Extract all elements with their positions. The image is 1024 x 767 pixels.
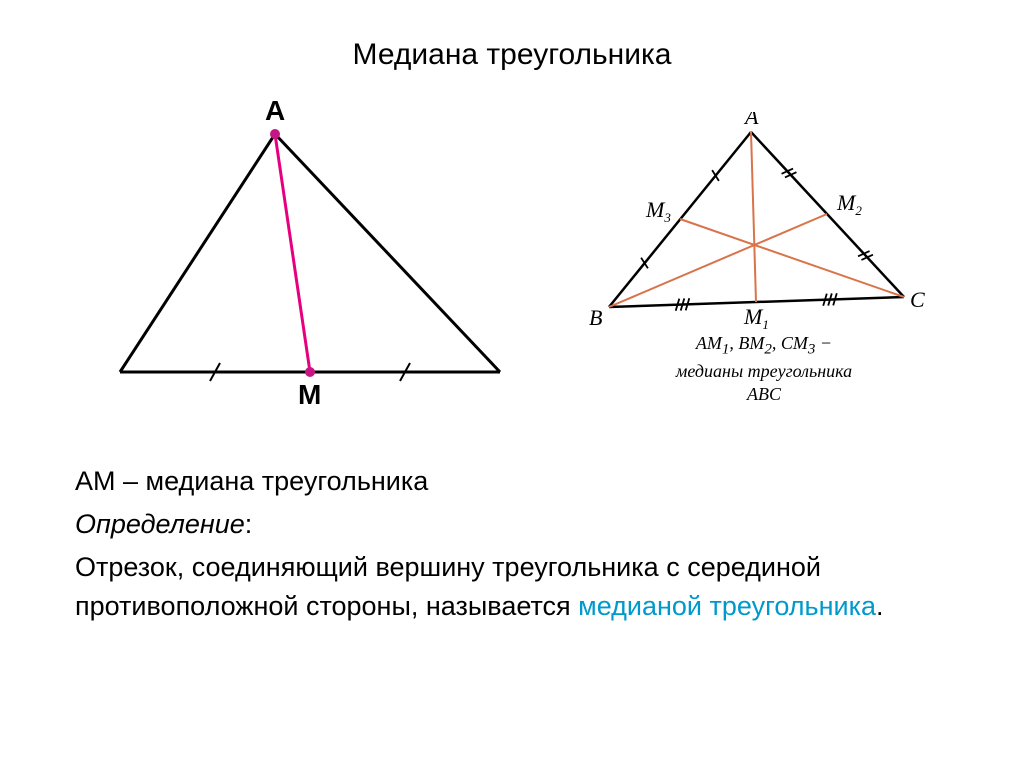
- cap-l3: ABC: [747, 384, 781, 404]
- r-label-A: A: [743, 112, 759, 129]
- page-title: Медиана треугольника: [0, 0, 1024, 82]
- r-label-M1: M1: [743, 304, 769, 332]
- dot-A: [270, 129, 280, 139]
- r-label-M3: M3: [645, 197, 671, 225]
- def-colon: :: [245, 509, 253, 539]
- r-side-CA: [751, 132, 904, 297]
- r-label-B: B: [589, 305, 602, 330]
- def-label: Определение: [75, 509, 245, 539]
- dot-M: [305, 367, 315, 377]
- side-AB: [120, 134, 275, 372]
- cap-l1: AM1, BM2, CM3 −: [696, 333, 832, 353]
- def-highlight: медианой треугольника: [578, 591, 876, 621]
- line-AM: АМ – медиана треугольника: [75, 462, 1024, 501]
- cap-l2: медианы треугольника: [676, 361, 852, 381]
- r-median-BM2: [609, 214, 827, 307]
- right-diagram: A B C M1 M2 M3 AM1, BM2, CM3 − медианы т…: [584, 112, 944, 452]
- diagrams-row: A M A B C M1 M2 M3 A M: [0, 82, 1024, 452]
- def-body: Отрезок, соединяющий вершину треугольник…: [75, 548, 955, 626]
- label-A: A: [265, 95, 285, 126]
- r-label-C: C: [910, 287, 925, 312]
- r-median-CM3: [680, 219, 904, 297]
- label-M: M: [298, 379, 321, 410]
- median-AM: [275, 134, 310, 372]
- r-median-AM1: [751, 132, 756, 302]
- left-diagram: A M: [100, 82, 520, 422]
- side-CA: [275, 134, 500, 372]
- def-label-line: Определение:: [75, 505, 1024, 544]
- r-label-M2: M2: [836, 190, 862, 218]
- content-text: АМ – медиана треугольника Определение: О…: [0, 452, 1024, 627]
- r-caption: AM1, BM2, CM3 − медианы треугольника ABC: [614, 332, 914, 407]
- def-period: .: [876, 591, 884, 621]
